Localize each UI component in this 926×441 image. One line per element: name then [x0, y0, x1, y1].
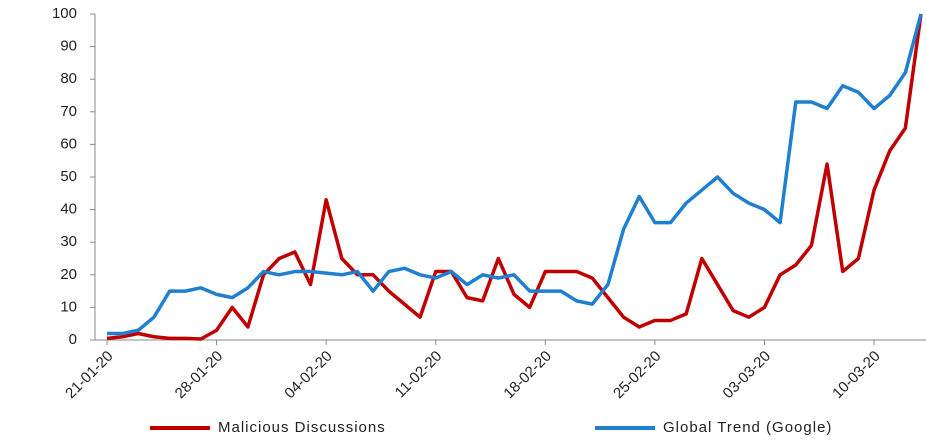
- x-tick-label: 04-02-20: [281, 348, 335, 402]
- y-tick-label: 50: [60, 168, 77, 185]
- y-tick-label: 40: [60, 201, 77, 218]
- legend-label: Malicious Discussions: [218, 419, 386, 436]
- x-tick-label: 28-01-20: [172, 348, 226, 402]
- line-series: [106, 13, 923, 341]
- x-tick-label: 10-03-20: [829, 348, 883, 402]
- y-tick-label: 80: [60, 70, 77, 87]
- y-tick-label: 70: [60, 103, 77, 120]
- x-tick-label: 18-02-20: [500, 348, 554, 402]
- y-tick-label: 100: [52, 5, 77, 22]
- y-tick-label: 20: [60, 266, 77, 283]
- y-tick-label: 0: [69, 331, 77, 348]
- x-tick-label: 03-03-20: [720, 348, 774, 402]
- x-tick-label: 11-02-20: [392, 348, 446, 402]
- y-tick-label: 90: [60, 38, 77, 55]
- legend-label: Global Trend (Google): [663, 419, 832, 436]
- y-tick-label: 10: [60, 298, 77, 315]
- y-tick-label: 30: [60, 233, 77, 250]
- x-tick-label: 25-02-20: [610, 348, 664, 402]
- line-series: [107, 13, 923, 336]
- x-tick-label: 21-01-20: [62, 348, 116, 402]
- y-tick-label: 60: [60, 135, 77, 152]
